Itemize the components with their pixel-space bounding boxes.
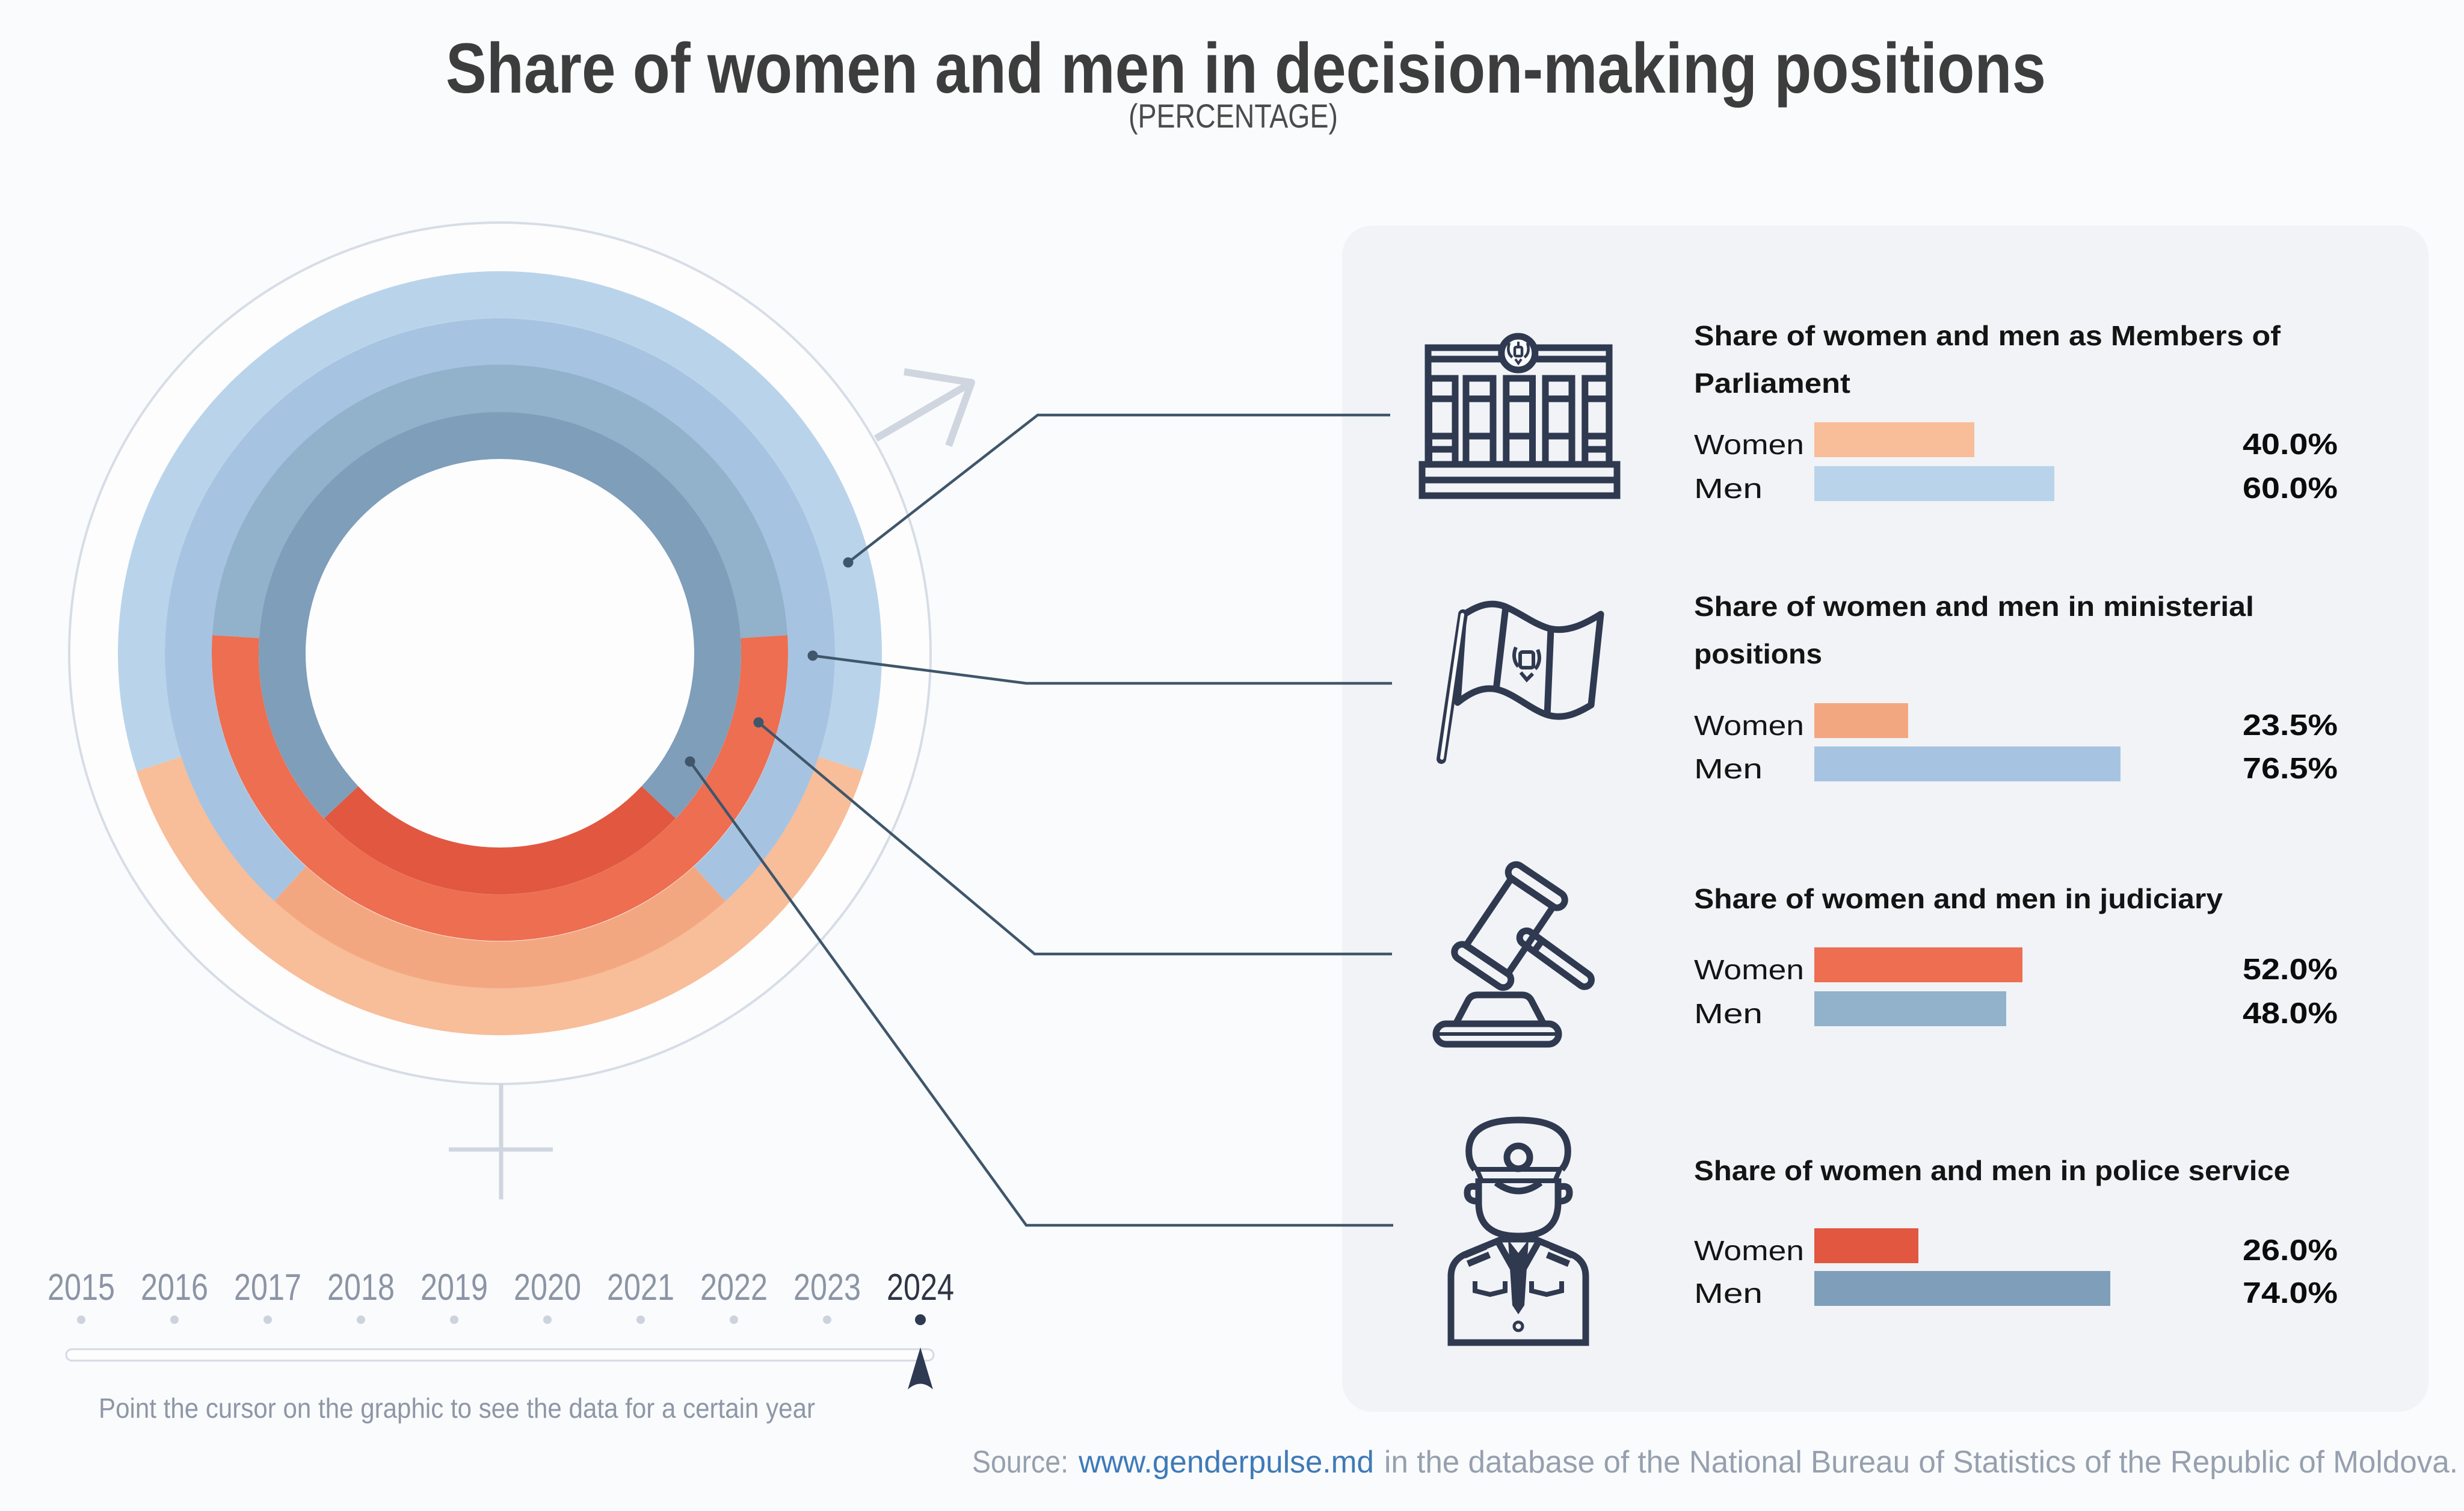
svg-text:26.0%: 26.0% [2243, 1234, 2338, 1267]
svg-text:Women: Women [1694, 1235, 1804, 1266]
svg-text:Men: Men [1694, 998, 1763, 1029]
svg-text:40.0%: 40.0% [2243, 428, 2338, 461]
svg-text:Share of women and men in poli: Share of women and men in police service [1694, 1155, 2290, 1186]
svg-text:www.genderpulse.md: www.genderpulse.md [1078, 1445, 1374, 1480]
svg-text:2019: 2019 [420, 1267, 488, 1308]
svg-text:Women: Women [1694, 954, 1804, 985]
svg-text:2024: 2024 [887, 1267, 954, 1308]
svg-text:76.5%: 76.5% [2243, 752, 2338, 785]
svg-text:Men: Men [1694, 753, 1763, 784]
svg-text:2022: 2022 [700, 1267, 768, 1308]
svg-text:2015: 2015 [48, 1267, 115, 1308]
svg-text:Men: Men [1694, 473, 1763, 504]
svg-text:Parliament: Parliament [1694, 368, 1850, 399]
svg-text:(PERCENTAGE): (PERCENTAGE) [1129, 97, 1338, 135]
svg-text:2018: 2018 [327, 1267, 395, 1308]
svg-text:2017: 2017 [234, 1267, 301, 1308]
svg-text:Source:: Source: [972, 1445, 1068, 1480]
svg-text:Point the cursor on the graphi: Point the cursor on the graphic to see t… [99, 1393, 815, 1424]
svg-text:in the database of the Nationa: in the database of the National Bureau o… [1384, 1445, 2458, 1480]
svg-text:52.0%: 52.0% [2243, 953, 2338, 986]
svg-text:Women: Women [1694, 710, 1804, 741]
svg-text:48.0%: 48.0% [2243, 997, 2338, 1030]
svg-text:Share of women and men as Memb: Share of women and men as Members of [1694, 320, 2281, 351]
svg-text:23.5%: 23.5% [2243, 709, 2338, 742]
svg-text:74.0%: 74.0% [2243, 1277, 2338, 1309]
svg-text:Share of women and men in mini: Share of women and men in ministerial [1694, 591, 2254, 622]
svg-text:positions: positions [1694, 638, 1822, 669]
svg-text:Share of women and men in deci: Share of women and men in decision-makin… [446, 29, 2046, 108]
svg-text:Men: Men [1694, 1278, 1763, 1309]
svg-text:Share of women and men in judi: Share of women and men in judiciary [1694, 883, 2223, 914]
svg-text:60.0%: 60.0% [2243, 472, 2338, 505]
svg-text:2021: 2021 [607, 1267, 674, 1308]
svg-text:2023: 2023 [793, 1267, 861, 1308]
svg-text:Women: Women [1694, 429, 1804, 460]
svg-text:2016: 2016 [141, 1267, 208, 1308]
svg-text:2020: 2020 [514, 1267, 581, 1308]
